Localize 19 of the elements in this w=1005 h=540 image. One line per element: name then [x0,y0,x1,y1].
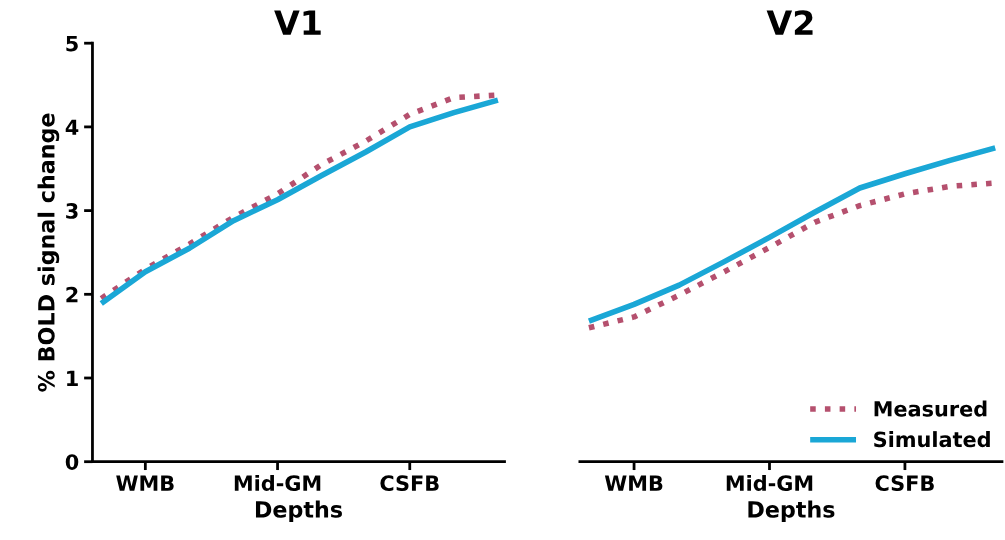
legend-label: Measured [874,400,987,417]
chart-title: V2 [766,10,813,35]
y-tick-label: 0 [65,454,79,470]
y-axis-title: % BOLD signal change [37,113,60,392]
x-tick-label: CSFB [380,475,439,492]
legend-label: Simulated [874,431,990,448]
y-tick-label: 4 [65,119,79,135]
x-axis-title: Depths [748,500,835,523]
chart-title: V1 [274,10,321,35]
y-tick-label: 2 [66,286,78,303]
y-tick-label: 3 [66,203,78,219]
x-axis-title: Depths [255,500,342,523]
y-tick-label: 5 [66,35,78,52]
x-tick-label: CSFB [875,475,934,492]
y-tick-label: 1 [67,370,78,386]
x-tick-label: Mid-GM [726,474,813,492]
x-tick-label: Mid-GM [234,474,321,492]
x-tick-label: WMB [116,475,174,491]
x-tick-label: WMB [604,475,663,491]
